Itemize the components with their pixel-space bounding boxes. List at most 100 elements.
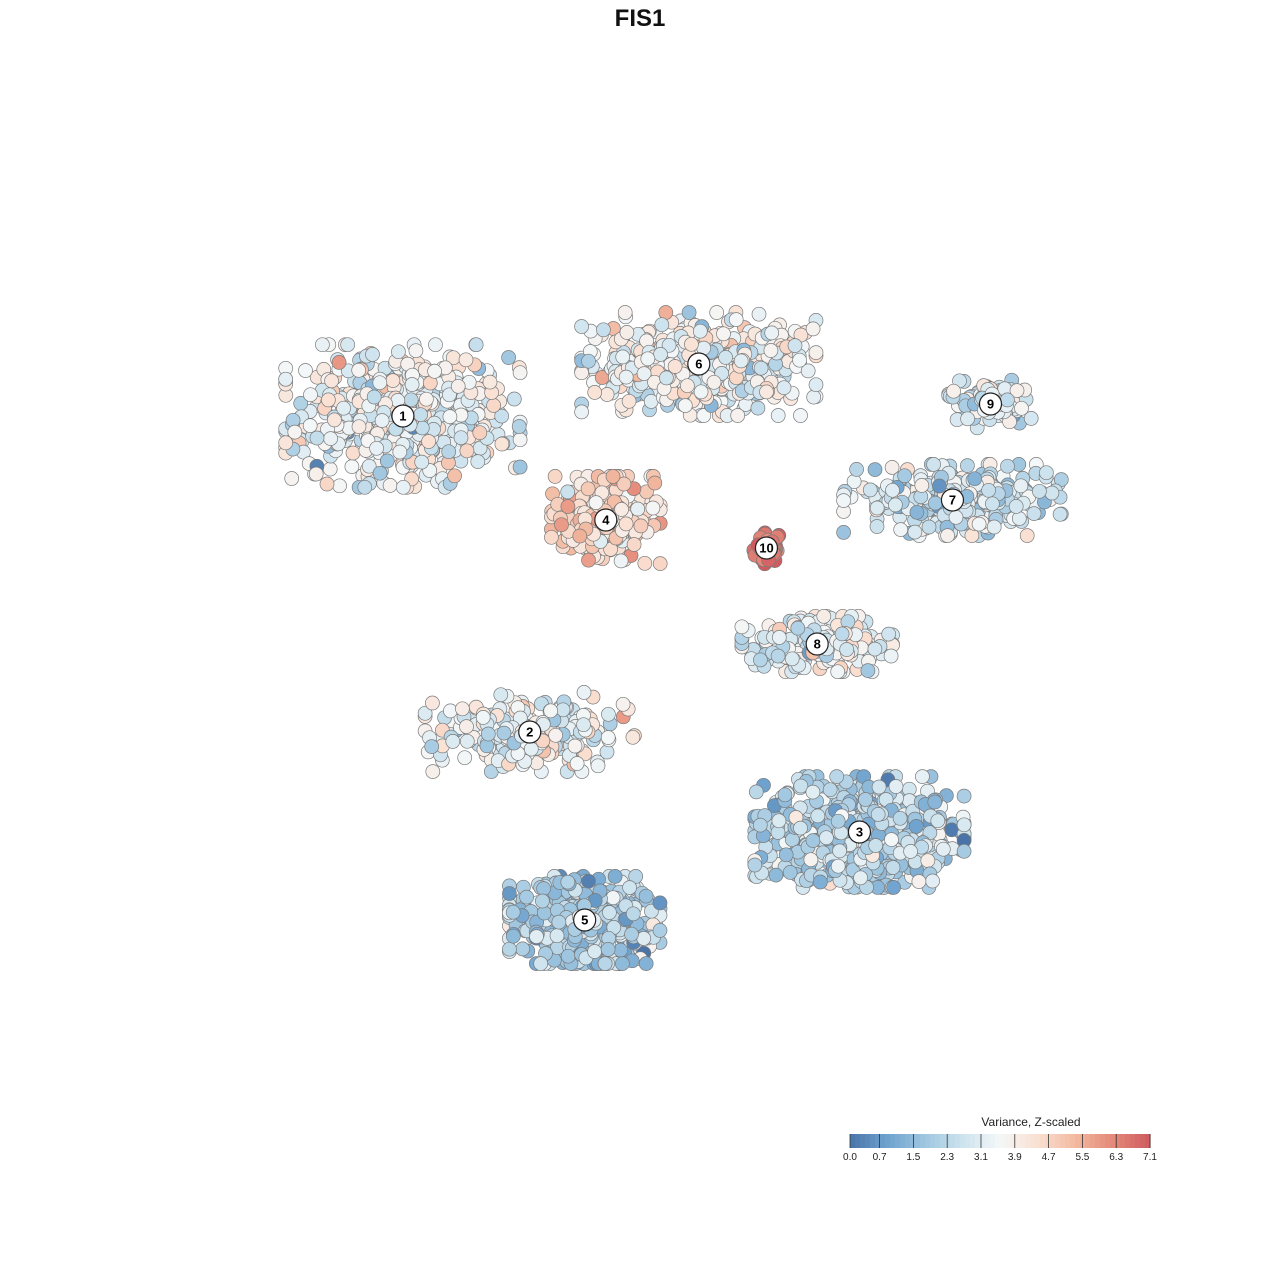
data-point [414,454,430,470]
data-point [427,363,442,379]
data-point [677,398,693,413]
data-point [482,374,498,390]
data-point [1023,411,1039,426]
colorbar-tick-label: 4.7 [1042,1152,1056,1163]
colorbar-tick-label: 0.0 [843,1152,857,1163]
data-point [909,504,925,520]
data-point [778,847,794,863]
colorbar-segment [890,1134,896,1148]
data-point [960,411,975,427]
colorbar-segment [850,1134,856,1148]
data-point [907,524,923,540]
data-point [836,525,851,540]
data-point [759,384,774,400]
data-point [1014,400,1029,416]
data-point [361,458,377,474]
data-point [716,326,731,342]
data-point [340,337,356,353]
data-point [327,412,342,428]
data-point [336,400,351,416]
data-point [599,387,615,402]
data-point [652,895,668,911]
data-point [480,726,496,742]
data-point [839,642,855,657]
colorbar-segment [905,1134,911,1148]
data-point [605,890,621,906]
data-point [1013,478,1029,494]
data-point [653,347,668,362]
data-point [502,941,517,957]
data-point [645,500,661,516]
data-point [630,501,646,517]
data-point [753,652,768,668]
data-point [372,465,388,481]
data-point [684,336,699,352]
data-point [459,719,474,734]
data-point [884,460,900,475]
cluster-label-badge [594,508,618,532]
colorbar-segment [935,1134,941,1148]
data-point [560,948,576,964]
data-point [944,822,960,838]
data-point [696,408,712,423]
colorbar-segment [1115,1134,1121,1148]
data-point [408,343,424,359]
colorbar-segment [1090,1134,1096,1148]
cluster-label-text: 6 [695,357,702,372]
colorbar-segment [925,1134,931,1148]
colorbar-segment [975,1134,981,1148]
data-point [881,626,897,642]
data-point [549,928,565,944]
data-point [784,832,800,848]
data-point [385,373,401,388]
data-point [391,344,406,360]
data-point [853,870,868,886]
data-point [447,468,462,484]
scatter-points [278,305,1069,971]
colorbar-segment [995,1134,1001,1148]
colorbar-segment [1070,1134,1076,1148]
colorbar-segment [1085,1134,1091,1148]
colorbar-segment [1050,1134,1056,1148]
cluster-label-badge [573,908,597,932]
colorbar-segment [1080,1134,1086,1148]
data-point [830,858,846,874]
colorbar-segment [1030,1134,1036,1148]
data-point [512,432,528,448]
data-point [868,838,884,853]
cluster-label-badge [805,632,829,656]
data-point [870,807,886,822]
data-point [472,425,488,441]
data-point [428,337,443,353]
data-point [455,701,470,717]
data-point [800,363,816,379]
data-point [681,305,697,320]
data-point [486,398,501,413]
data-point [529,929,544,944]
data-point [502,886,517,901]
data-point [808,345,824,360]
data-point [287,424,303,440]
colorbar-tick-label: 0.7 [873,1152,887,1163]
data-point [867,641,883,657]
colorbar-segment [1145,1134,1151,1148]
data-point [911,874,927,889]
colorbar-segment [1135,1134,1141,1148]
data-point [365,347,380,362]
data-point [512,459,528,475]
data-point [596,322,611,338]
data-point [332,478,347,494]
data-point [515,941,530,957]
data-point [569,756,585,771]
data-point [860,663,876,678]
data-point [519,889,534,905]
data-point [453,430,469,446]
data-point [770,648,786,664]
data-point [506,391,522,407]
data-point [468,337,484,353]
data-point [940,528,955,543]
data-point [543,703,559,719]
data-point [421,434,436,449]
colorbar-segment [1105,1134,1111,1148]
data-point [750,400,766,416]
